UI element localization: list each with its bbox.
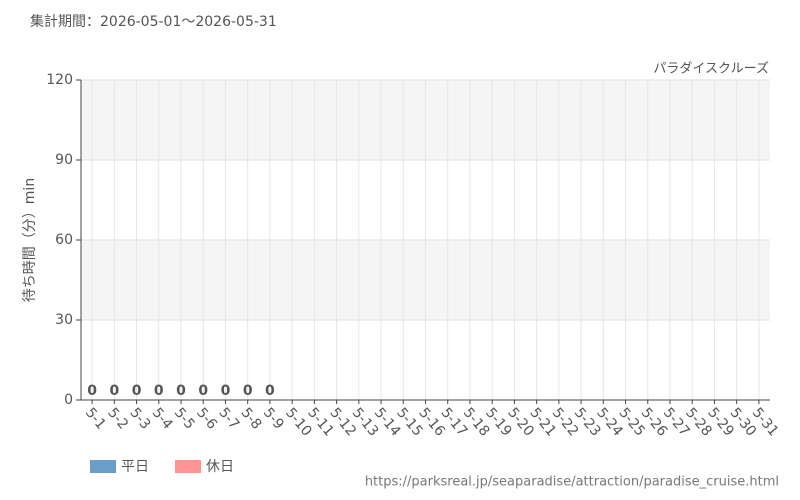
y-tick-label: 30 xyxy=(55,312,73,328)
x-tick-label: 5-3 xyxy=(126,405,153,433)
value-label: 0 xyxy=(265,383,275,399)
legend-label: 平日 xyxy=(121,459,149,475)
value-label: 0 xyxy=(221,383,231,399)
value-label: 0 xyxy=(87,383,97,399)
x-tick-label: 5-6 xyxy=(193,405,220,433)
legend-swatch xyxy=(90,460,116,473)
value-label: 0 xyxy=(154,383,164,399)
x-tick-label: 5-2 xyxy=(104,405,131,433)
x-tick-label: 5-9 xyxy=(260,405,287,433)
value-label: 0 xyxy=(198,383,208,399)
x-tick-label: 5-7 xyxy=(215,405,242,433)
value-label: 0 xyxy=(176,383,186,399)
y-tick-label: 0 xyxy=(64,392,73,408)
legend-swatch xyxy=(175,460,201,473)
y-tick-label: 120 xyxy=(46,72,73,88)
x-tick-label: 5-5 xyxy=(171,405,198,433)
x-tick-label: 5-8 xyxy=(238,405,265,433)
value-label: 0 xyxy=(243,383,253,399)
chart-title: 集計期間：2026-05-01～2026-05-31 xyxy=(30,13,277,30)
source-url: https://parksreal.jp/seaparadise/attract… xyxy=(365,475,779,490)
legend-label: 休日 xyxy=(206,459,234,475)
y-tick-label: 60 xyxy=(55,232,73,248)
x-tick-label: 5-4 xyxy=(149,405,176,433)
value-label: 0 xyxy=(132,383,142,399)
chart-subtitle: パラダイスクルーズ xyxy=(653,61,769,77)
y-tick-label: 90 xyxy=(55,152,73,168)
y-axis-label: 待ち時間（分）min xyxy=(22,178,38,302)
value-label: 0 xyxy=(109,383,119,399)
x-tick-label: 5-1 xyxy=(82,405,109,433)
